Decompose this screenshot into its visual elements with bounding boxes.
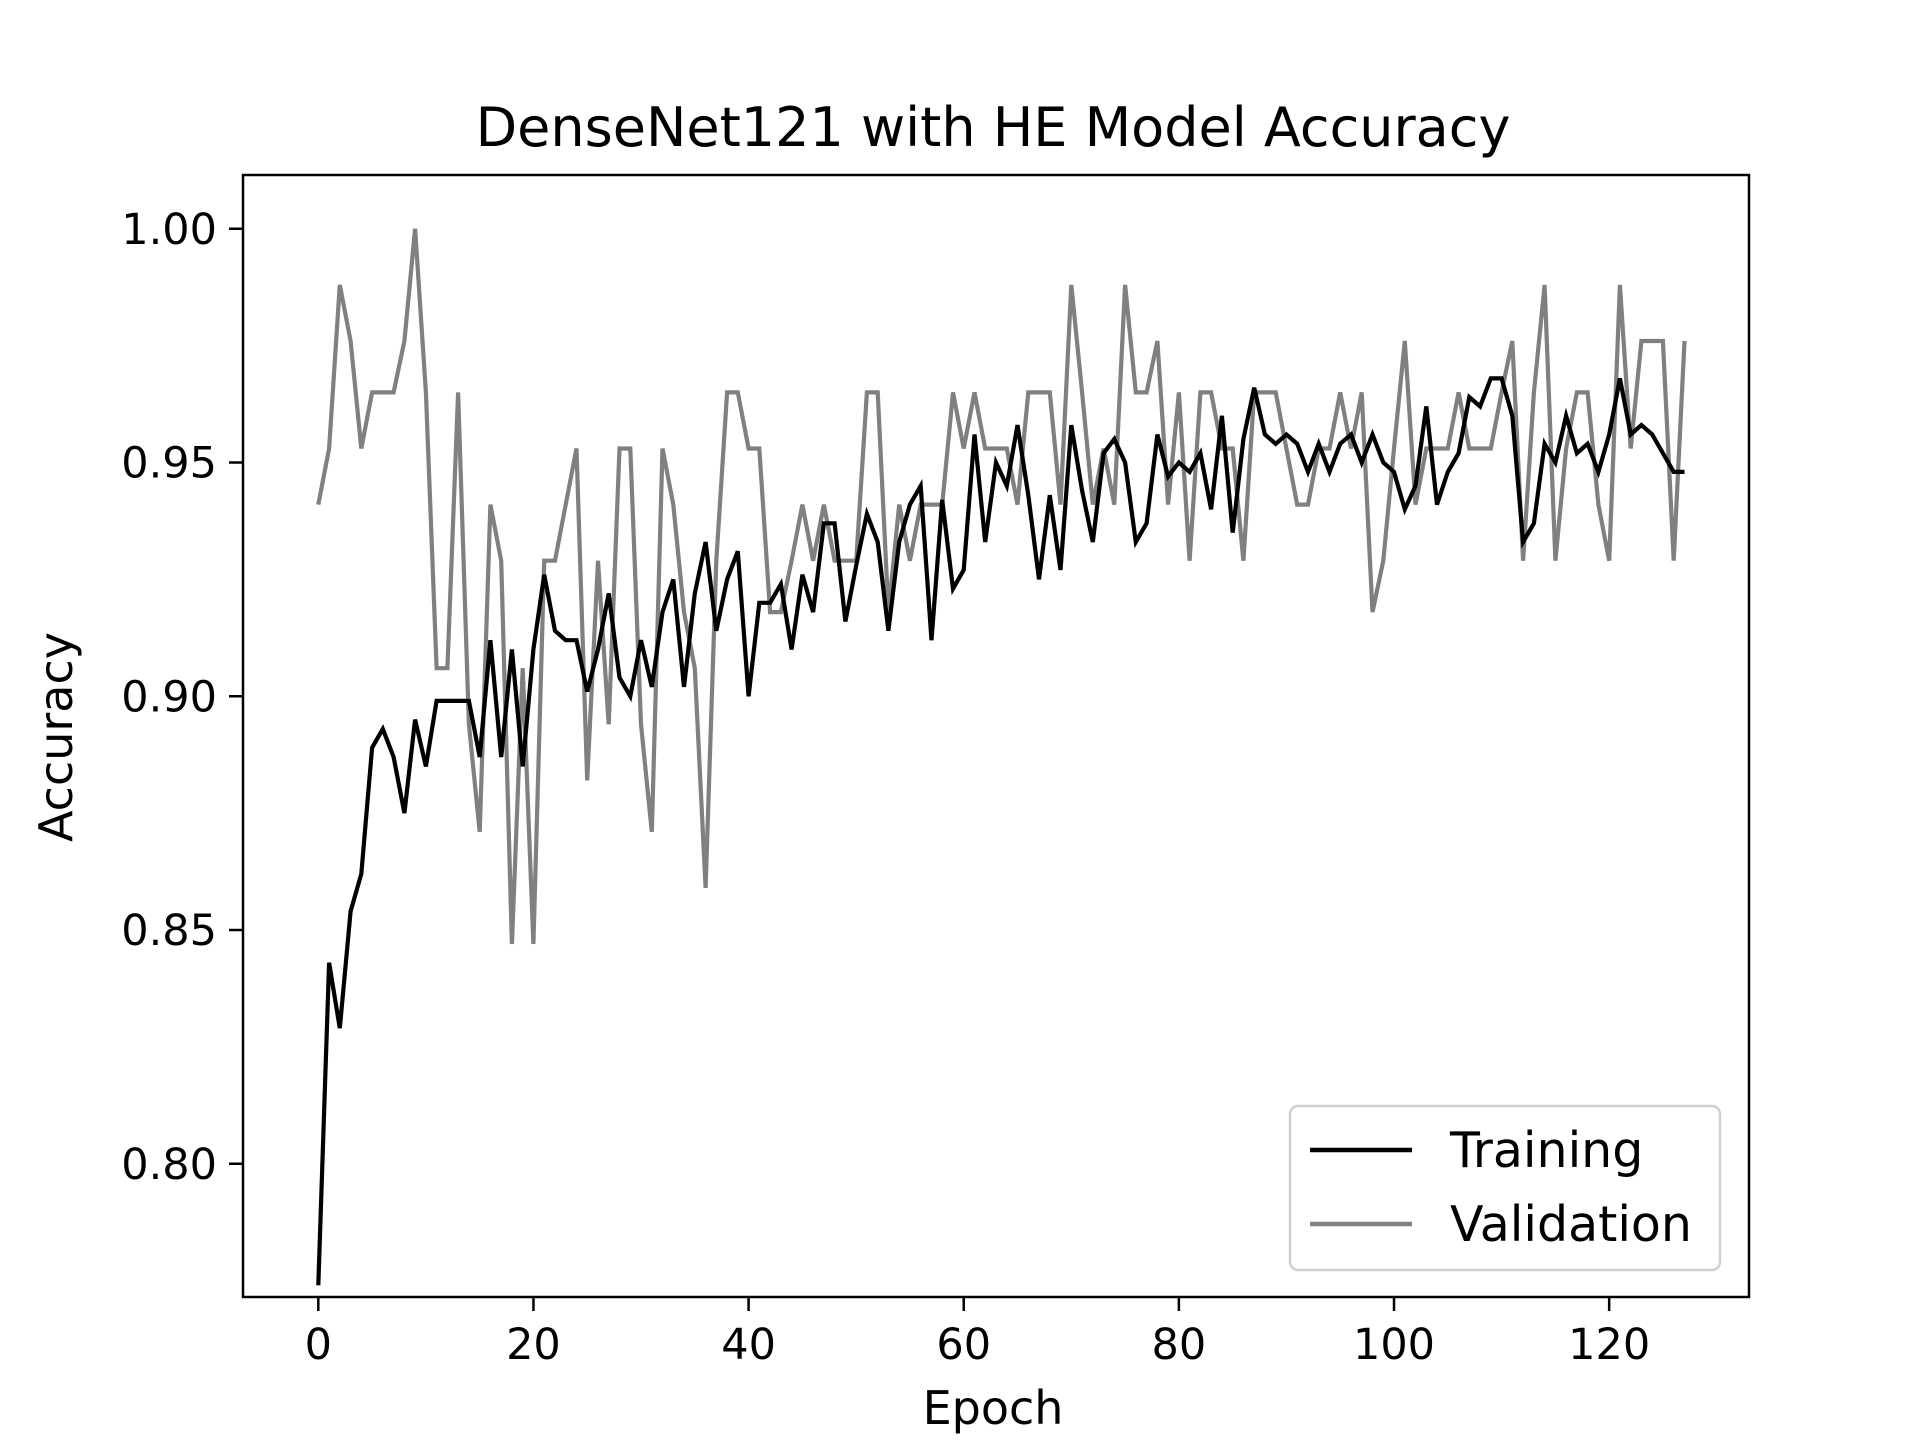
- y-tick-label: 0.80: [121, 1140, 217, 1190]
- y-tick-label: 0.95: [121, 439, 217, 489]
- plot-frame: [241, 173, 1751, 1299]
- x-tick-label: 20: [506, 1320, 561, 1370]
- x-tick-label: 0: [305, 1320, 332, 1370]
- x-tick-label: 100: [1353, 1320, 1435, 1370]
- legend-label-validation: Validation: [1450, 1196, 1692, 1253]
- x-tick-label: 80: [1152, 1320, 1207, 1370]
- y-tick-label: 0.85: [121, 906, 217, 956]
- y-axis: 0.80 0.85 0.90 0.95 1.00: [121, 205, 243, 1190]
- chart-title: DenseNet121 with HE Model Accuracy: [476, 96, 1511, 159]
- series-line-validation: [316, 228, 1687, 945]
- x-tick-label: 120: [1568, 1320, 1650, 1370]
- legend-box: [1288, 1104, 1722, 1272]
- x-axis-label: Epoch: [923, 1381, 1064, 1435]
- y-tick-label: 1.00: [121, 205, 217, 255]
- legend: Training Validation: [1288, 1104, 1722, 1272]
- series-layer: [316, 228, 1687, 1286]
- x-tick-label: 40: [721, 1320, 776, 1370]
- y-tick-label: 0.90: [121, 672, 217, 722]
- y-axis-label: Accuracy: [29, 632, 83, 842]
- legend-label-training: Training: [1449, 1122, 1643, 1179]
- x-tick-label: 60: [936, 1320, 991, 1370]
- x-axis: 0 20 40 60 80 100 120: [305, 1297, 1650, 1370]
- series-line-training: [316, 376, 1685, 1286]
